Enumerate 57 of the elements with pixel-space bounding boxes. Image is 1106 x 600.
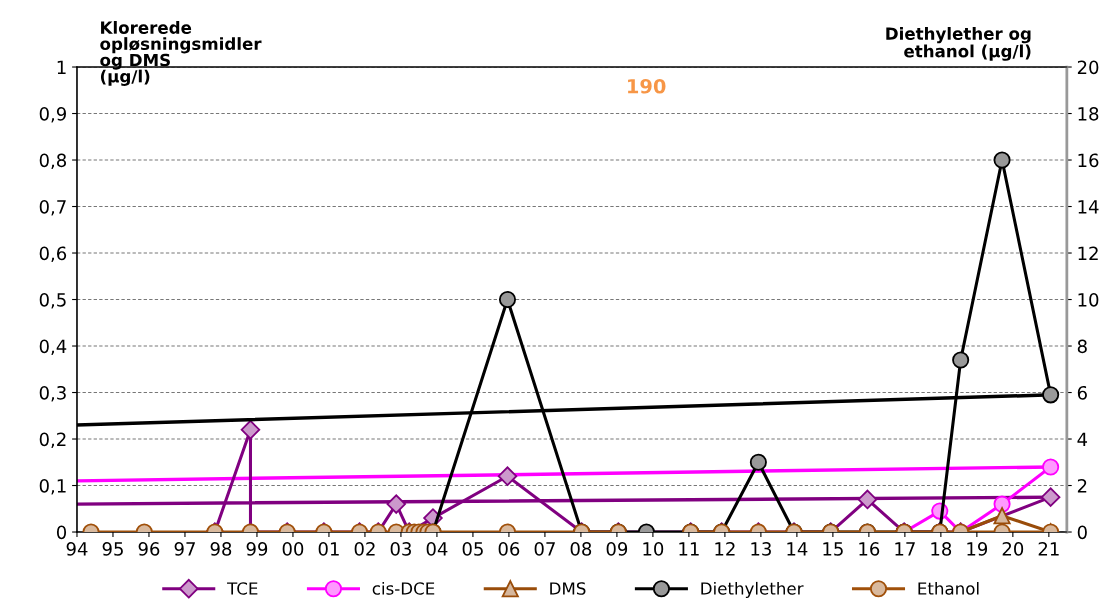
y2-tick-label: 0 [1077, 525, 1087, 540]
x-tick-label: 98 [210, 542, 232, 556]
y2-tick-label: 14 [1078, 200, 1099, 214]
x-tick-label: 06 [498, 542, 520, 556]
x-tick-label: 12 [715, 542, 735, 556]
y-tick-label: 0,9 [39, 106, 66, 123]
y-tick-label: 1 [57, 60, 66, 74]
x-tick-label: 95 [102, 542, 123, 556]
annotation: 190 [628, 78, 666, 94]
x-tick-label: 15 [823, 542, 843, 556]
x-tick-label: 00 [282, 542, 304, 556]
x-tick-label: 97 [174, 542, 195, 556]
x-tick-label: 17 [895, 542, 915, 556]
y2-tick-label: 2 [1077, 478, 1087, 493]
legend-label: cis-DCE [372, 581, 435, 595]
y2-tick-label: 18 [1078, 106, 1099, 121]
x-tick-label: 03 [390, 542, 411, 556]
y-tick-label: 0,8 [39, 153, 67, 169]
y-tick-label: 0,2 [39, 432, 66, 448]
x-tick-label: 19 [967, 542, 988, 556]
y2-tick-label: 6 [1077, 385, 1087, 400]
y-tick-label: 0,5 [39, 292, 66, 309]
x-tick-label: 07 [534, 542, 555, 556]
y-tick-label: 0,7 [39, 199, 66, 216]
y2-axis-title: Diethylether og ethanol (µg/l) [886, 27, 1031, 61]
x-tick-label: 14 [787, 542, 808, 556]
y2-tick-label: 20 [1077, 60, 1099, 75]
x-tick-label: 11 [679, 542, 699, 556]
x-tick-label: 21 [1038, 542, 1059, 556]
x-tick-label: 13 [751, 542, 771, 556]
x-tick-label: 04 [426, 542, 448, 556]
x-tick-label: 05 [462, 542, 483, 556]
y2-tick-label: 16 [1078, 153, 1099, 168]
legend-label: DMS [550, 582, 586, 595]
x-tick-label: 10 [643, 542, 664, 556]
y2-tick-label: 12 [1078, 246, 1098, 260]
y2-tick-label: 8 [1077, 339, 1087, 354]
x-tick-label: 96 [138, 542, 160, 556]
y2-tick-label: 4 [1077, 432, 1088, 446]
x-tick-label: 02 [354, 542, 375, 556]
y-tick-label: 0,1 [39, 478, 66, 495]
legend-label: Ethanol [918, 581, 979, 595]
y-tick-label: 0,4 [39, 339, 67, 355]
y-tick-label: 0 [56, 525, 67, 540]
legend-label: TCE [227, 582, 258, 595]
y2-tick-label: 10 [1078, 292, 1099, 307]
x-tick-label: 16 [859, 542, 880, 556]
x-tick-label: 01 [318, 542, 339, 556]
x-tick-label: 94 [66, 542, 88, 556]
x-tick-label: 09 [606, 542, 628, 556]
x-tick-label: 18 [931, 542, 952, 556]
y-tick-label: 0,3 [39, 385, 66, 402]
x-tick-label: 08 [570, 542, 592, 556]
y-tick-label: 0,6 [39, 246, 67, 262]
x-tick-label: 20 [1002, 542, 1024, 556]
x-tick-label: 99 [246, 542, 268, 556]
legend-label: Diethylether [701, 581, 804, 599]
